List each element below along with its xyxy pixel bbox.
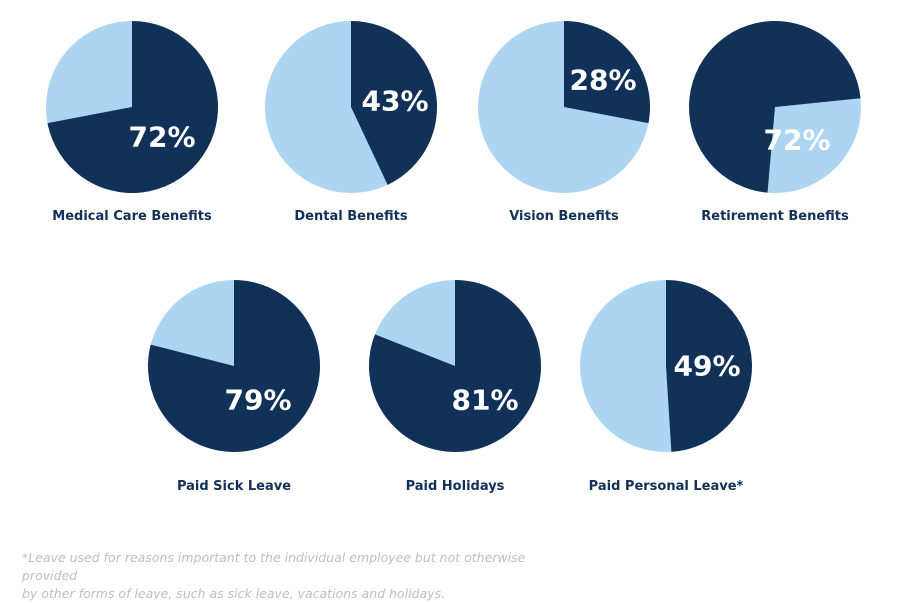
category-label-paid-personal-leave: Paid Personal Leave* bbox=[588, 479, 744, 494]
pie-paid-sick-leave: 79% bbox=[147, 280, 320, 453]
pie-medical-care-benefits: 72% bbox=[46, 21, 218, 193]
pie-value-label: 79% bbox=[224, 384, 291, 417]
pie-value-label: 81% bbox=[451, 384, 518, 417]
pie-value-label: 72% bbox=[763, 124, 830, 157]
pie-value-label: 72% bbox=[128, 121, 195, 154]
category-label-dental-benefits: Dental Benefits bbox=[294, 209, 408, 224]
pie-value-label: 49% bbox=[673, 350, 740, 383]
pie-share-slice bbox=[689, 20, 861, 193]
category-label-retirement-benefits: Retirement Benefits bbox=[701, 209, 849, 224]
pie-retirement-benefits: 72% bbox=[689, 20, 861, 193]
pie-share-slice bbox=[564, 21, 651, 124]
footnote-line-1: *Leave used for reasons important to the… bbox=[22, 550, 526, 583]
pie-share-slice bbox=[147, 280, 320, 453]
pie-paid-personal-leave: 49% bbox=[580, 280, 752, 452]
pie-share-slice bbox=[666, 280, 752, 452]
footnote-line-2: by other forms of leave, such as sick le… bbox=[22, 586, 446, 601]
pie-dental-benefits: 43% bbox=[265, 21, 438, 193]
pie-vision-benefits: 28% bbox=[478, 21, 651, 193]
pie-paid-holidays: 81% bbox=[369, 280, 542, 452]
pie-share-slice bbox=[369, 280, 542, 452]
category-label-paid-holidays: Paid Holidays bbox=[405, 479, 505, 494]
pie-value-label: 28% bbox=[569, 64, 636, 97]
pie-value-label: 43% bbox=[361, 85, 428, 118]
category-label-vision-benefits: Vision Benefits bbox=[509, 209, 619, 224]
category-label-paid-sick-leave: Paid Sick Leave bbox=[176, 479, 292, 494]
category-label-medical-care-benefits: Medical Care Benefits bbox=[52, 209, 212, 224]
footnote: *Leave used for reasons important to the… bbox=[22, 549, 582, 603]
pie-share-slice bbox=[47, 21, 218, 193]
pie-share-slice bbox=[351, 21, 438, 185]
